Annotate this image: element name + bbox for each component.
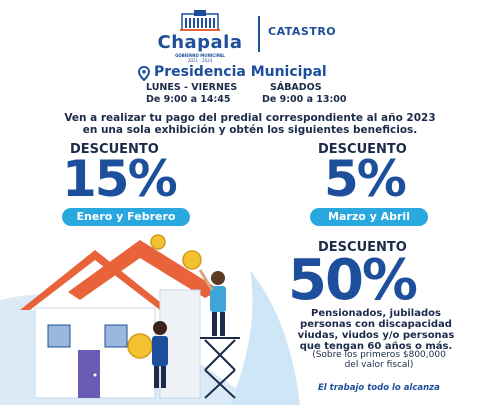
weekday-label: LUNES - VIERNES	[146, 82, 238, 93]
beneficiary-line: que tengan 60 años o más.	[299, 341, 453, 352]
beneficiary-line: Pensionados, jubilados	[311, 308, 441, 319]
palace-logo-icon	[180, 10, 220, 31]
intro-line-2: en una sola exhibición y obtén los sigui…	[82, 124, 418, 136]
department-title: CATASTRO	[268, 25, 337, 38]
fiscal-value-note: (Sobre los primeros $800,000 del valor f…	[284, 350, 474, 370]
discount-3-label: DESCUENTO	[318, 240, 407, 255]
location-title: Presidencia Municipal	[154, 64, 327, 80]
discount-3-percent: 50%	[288, 248, 418, 313]
beneficiaries-text: Pensionados, jubilados personas con disc…	[276, 308, 476, 352]
coin-icon	[182, 250, 202, 270]
header-divider	[258, 16, 260, 52]
municipal-logo: Chapala GOBIERNO MUNICIPAL 2021 - 2024	[152, 8, 248, 66]
woman-with-coin-icon	[152, 321, 168, 388]
logo-subtitle: GOBIERNO MUNICIPAL	[175, 53, 225, 58]
house-illustration	[20, 234, 240, 399]
discount-2-label: DESCUENTO	[318, 142, 407, 157]
slogan: El trabajo todo lo alcanza	[318, 383, 440, 393]
logo-name: Chapala	[157, 32, 243, 53]
discount-1-period: Enero y Febrero	[62, 208, 190, 226]
scissor-lift	[200, 337, 240, 399]
saturday-hours: De 9:00 a 13:00	[262, 94, 347, 105]
logo-years: 2021 - 2024	[187, 58, 213, 63]
discount-2-percent: 5%	[324, 150, 407, 208]
discount-2-period: Marzo y Abril	[310, 208, 428, 226]
note-line: (Sobre los primeros $800,000	[312, 350, 446, 360]
weekday-hours: De 9:00 a 14:45	[146, 94, 231, 105]
intro-text: Ven a realizar tu pago del predial corre…	[30, 112, 470, 136]
location-pin-icon	[138, 66, 150, 81]
person-on-lift-icon	[198, 269, 226, 336]
intro-line-1: Ven a realizar tu pago del predial corre…	[64, 112, 436, 124]
note-line: del valor fiscal)	[344, 360, 414, 370]
beneficiary-line: viudas, viudos y/o personas	[297, 330, 455, 341]
beneficiary-line: personas con discapacidad	[300, 319, 452, 330]
discount-1-percent: 15%	[62, 150, 178, 208]
coin-icon	[150, 234, 166, 250]
discount-1-label: DESCUENTO	[70, 142, 159, 157]
saturday-label: SÁBADOS	[270, 82, 322, 93]
coin-icon	[127, 333, 153, 359]
